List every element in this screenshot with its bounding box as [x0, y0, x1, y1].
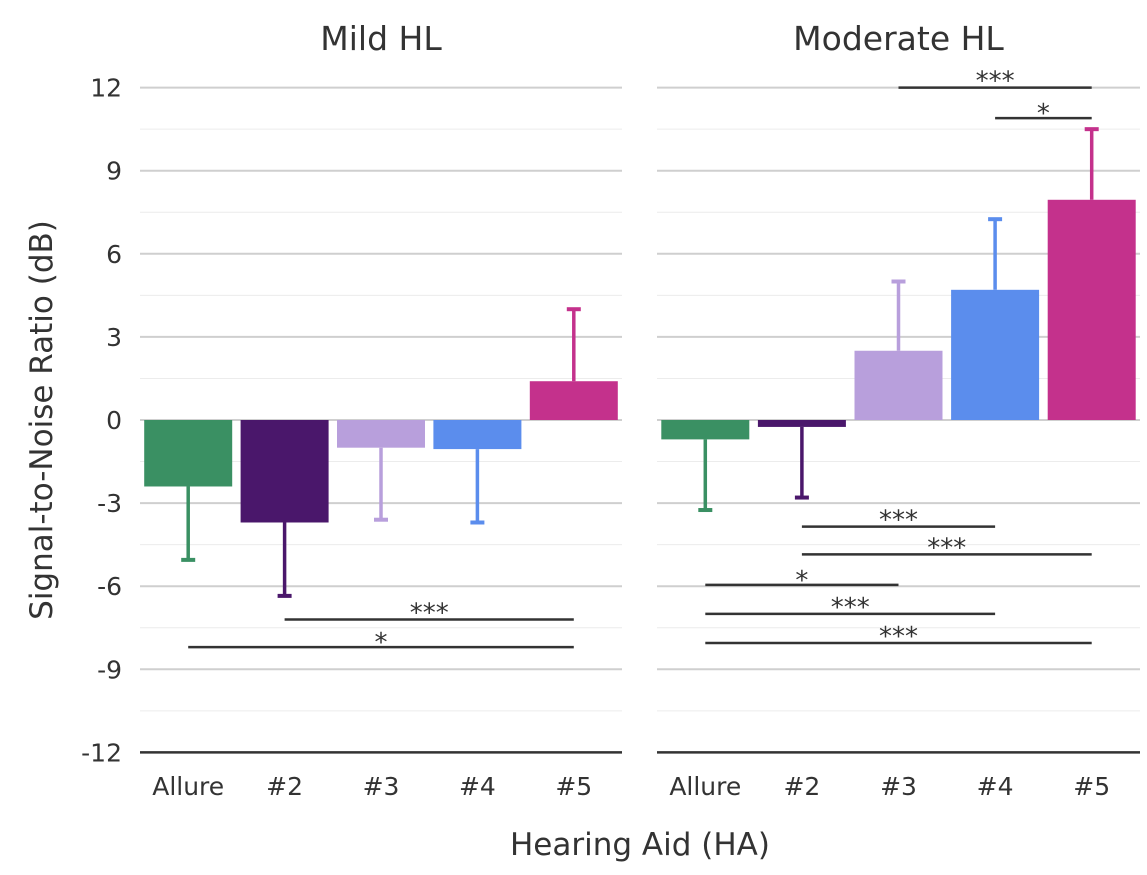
significance-label: *	[1037, 99, 1050, 129]
bar	[661, 420, 750, 440]
y-axis-label: Signal-to-Noise Ratio (dB)	[24, 220, 60, 620]
significance-label: ***	[976, 67, 1015, 97]
y-tick-label: 9	[106, 157, 122, 186]
bar	[240, 420, 329, 523]
x-tick-label: Allure	[669, 772, 741, 801]
x-tick-label: #3	[880, 772, 917, 801]
significance-label: ***	[410, 598, 449, 628]
x-tick-label: #5	[555, 772, 592, 801]
y-tick-label: -12	[81, 738, 122, 767]
x-tick-label: Allure	[152, 772, 224, 801]
bar	[529, 381, 618, 420]
x-axis-label: Hearing Aid (HA)	[510, 827, 770, 863]
y-tick-label: -6	[97, 572, 122, 601]
y-tick-label: -9	[97, 655, 122, 684]
significance-label: *	[795, 566, 808, 596]
x-tick-label: #3	[363, 772, 400, 801]
y-tick-label: 3	[106, 323, 122, 352]
y-tick-label: 12	[90, 74, 122, 103]
bar	[1047, 199, 1136, 420]
significance-label: ***	[927, 533, 966, 563]
significance-label: ***	[831, 593, 870, 623]
bar	[854, 350, 943, 420]
bar	[433, 420, 522, 450]
x-tick-label: #4	[977, 772, 1014, 801]
x-tick-label: #5	[1073, 772, 1110, 801]
y-tick-label: 0	[106, 406, 122, 435]
significance-label: ***	[879, 506, 918, 536]
significance-label: ***	[879, 622, 918, 652]
bar	[144, 420, 233, 487]
bar	[951, 289, 1040, 420]
x-tick-label: #2	[266, 772, 303, 801]
panel-title: Moderate HL	[793, 19, 1004, 58]
significance-label: *	[375, 628, 388, 658]
y-tick-label: 6	[106, 240, 122, 269]
x-tick-label: #4	[459, 772, 496, 801]
panel-title: Mild HL	[320, 19, 442, 58]
y-tick-label: -3	[97, 489, 122, 518]
x-tick-label: #2	[783, 772, 820, 801]
bar	[337, 420, 425, 448]
bar	[757, 420, 846, 427]
